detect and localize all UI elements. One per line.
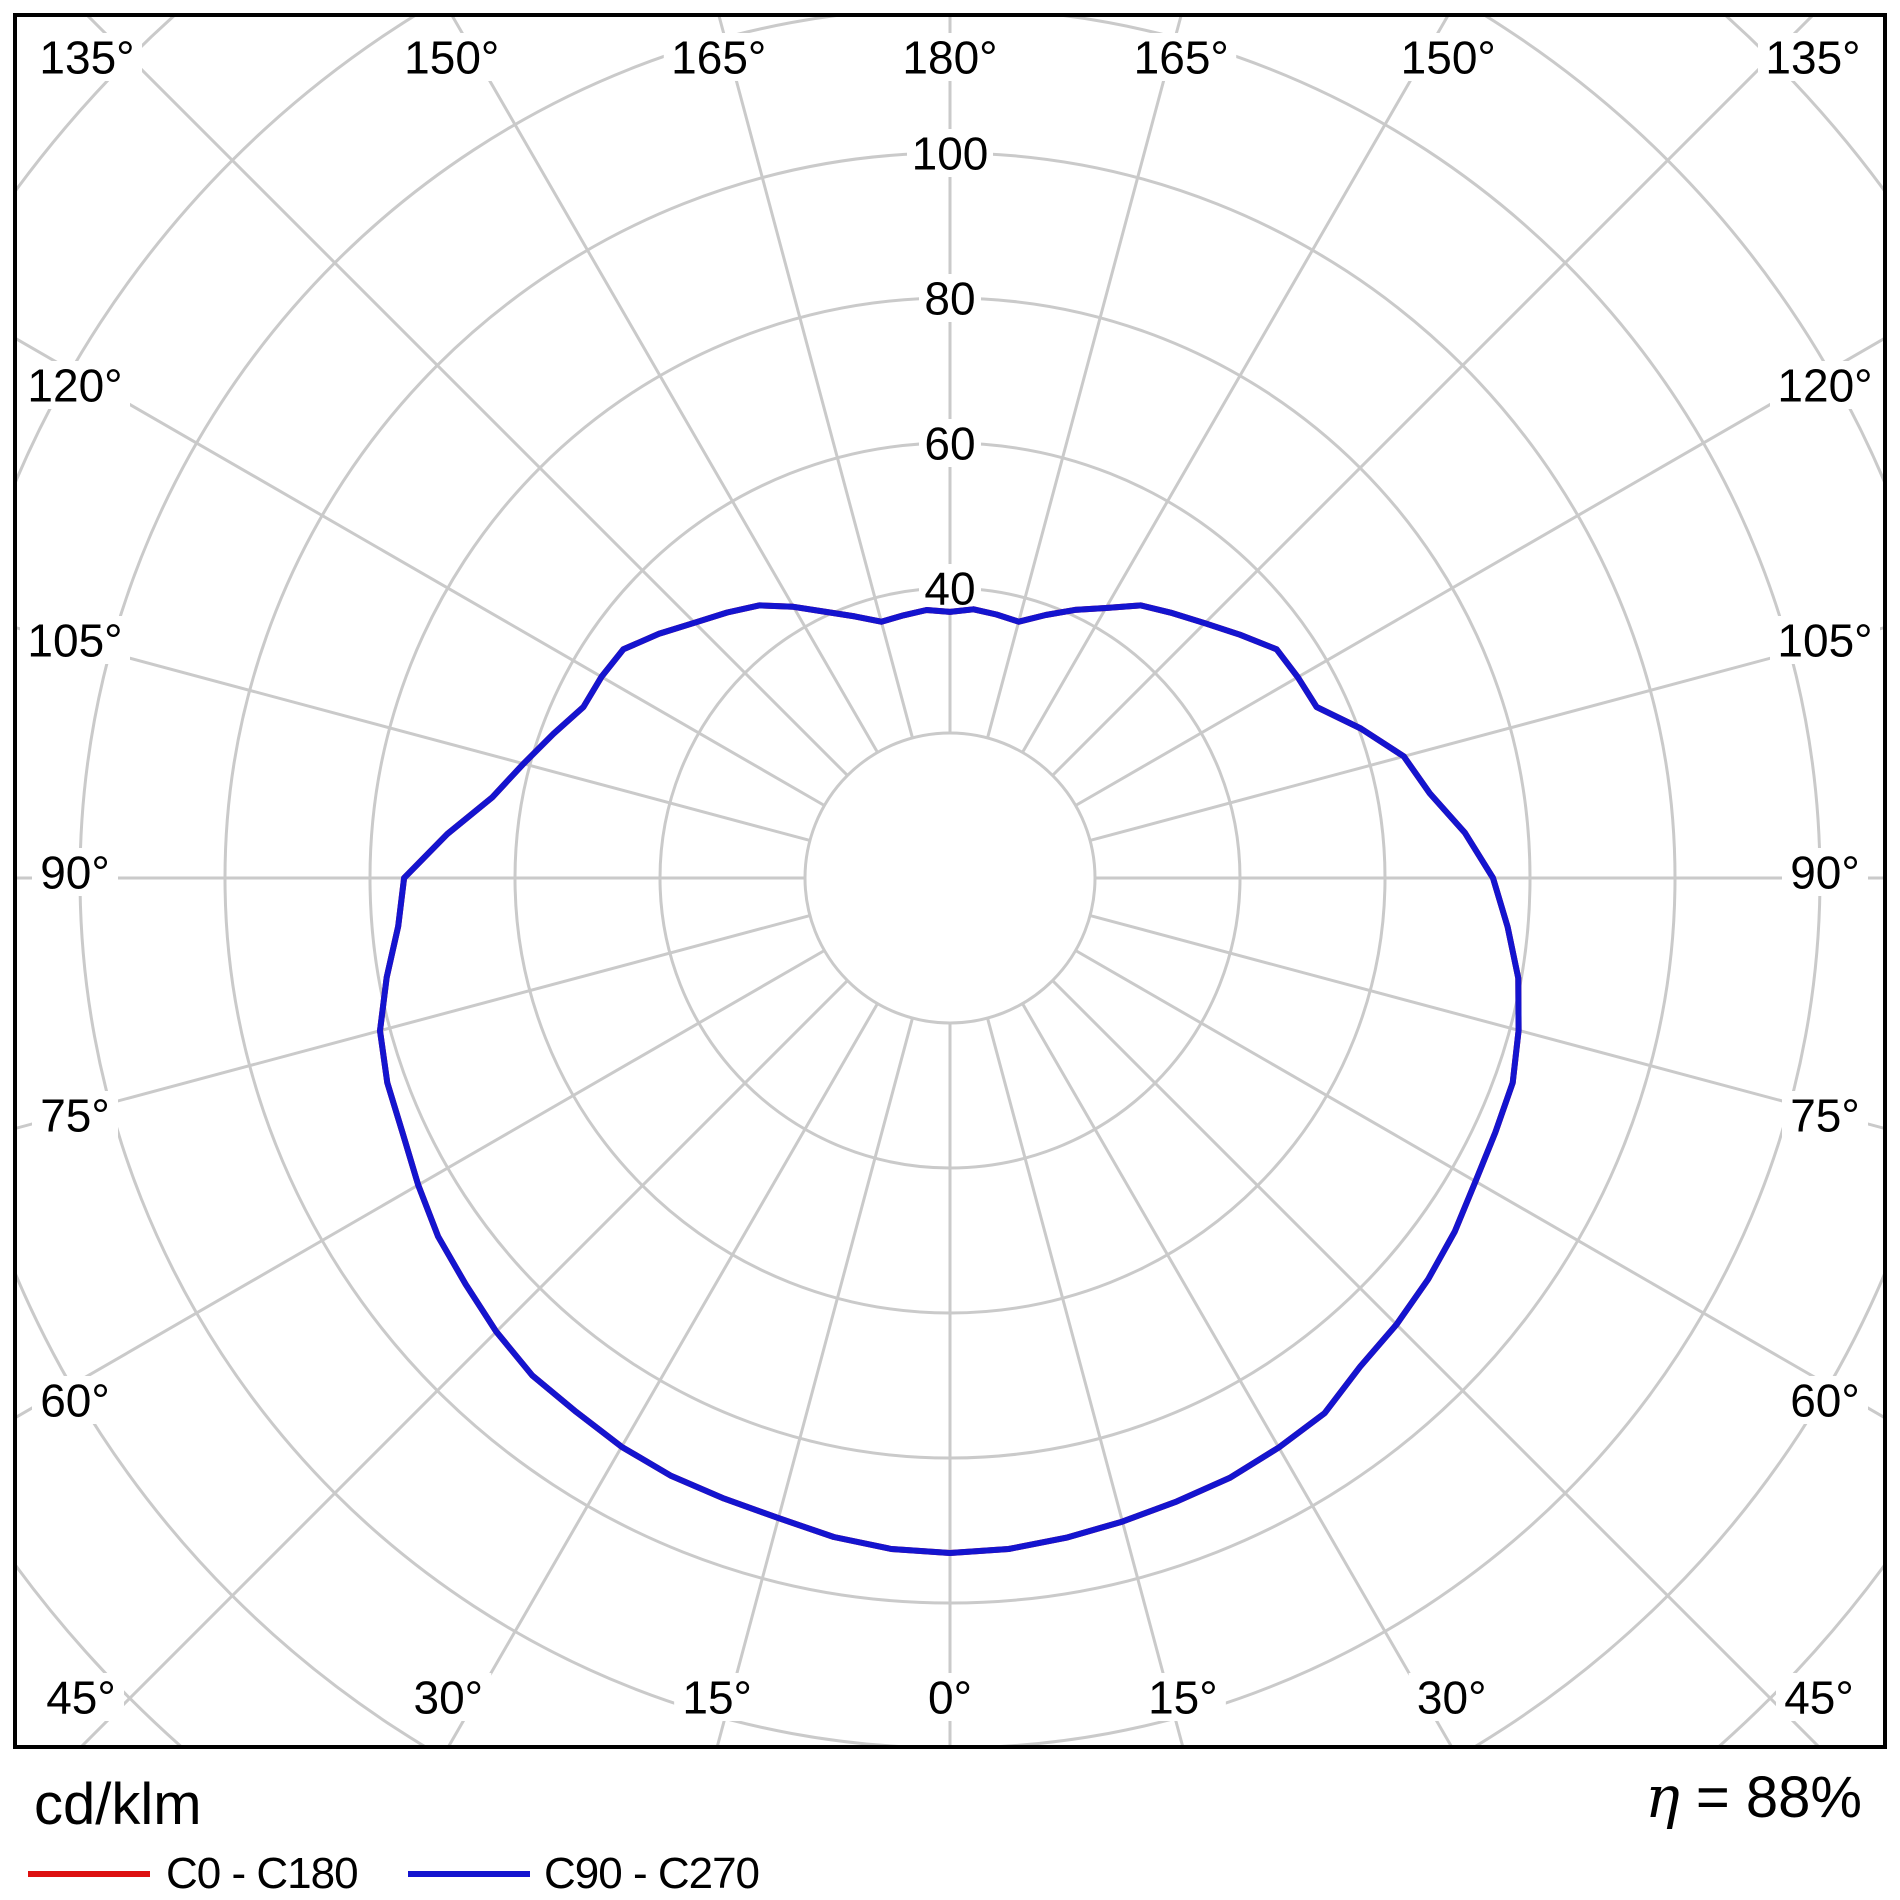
angle-label-15-left-bg	[674, 1673, 761, 1721]
angle-label-90-right: 90°	[1790, 847, 1860, 899]
efficiency-value: η = 88%	[1645, 1768, 1862, 1827]
grid-spoke-300	[16, 949, 826, 1419]
ring-label-60-bg	[919, 419, 981, 467]
grid-spoke-345	[716, 1017, 914, 1746]
grid-spoke-60	[1074, 949, 1884, 1419]
grid-spoke-45	[1051, 979, 1820, 1746]
angle-label-45-right: 45°	[1784, 1672, 1854, 1724]
grid-spoke-255	[16, 626, 811, 842]
angle-label-30-right: 30°	[1417, 1672, 1487, 1724]
angle-label-75-right-bg	[1782, 1091, 1868, 1139]
axis-labels: 40 60 80 100 0° 180° 15° 15° 30° 30° 45° 45° 165° 165…	[20, 32, 1880, 1724]
angle-label-60-right-bg	[1782, 1376, 1868, 1424]
angle-label-105-left: 105°	[27, 615, 122, 667]
angle-label-180-bg	[895, 33, 1005, 81]
grid-spoke-30	[1021, 1002, 1453, 1746]
legend-label-c0-c180: C0 - C180	[166, 1849, 359, 1898]
angle-label-120-left: 120°	[27, 360, 122, 412]
angle-label-120-right: 120°	[1777, 360, 1872, 412]
angle-label-60-right: 60°	[1790, 1375, 1860, 1427]
grid-spoke-105	[1089, 626, 1884, 842]
angle-label-135-left-bg	[32, 33, 142, 81]
ring-label-80: 80	[924, 273, 975, 325]
angle-label-105-left-bg	[20, 616, 130, 664]
angle-label-135-left: 135°	[39, 32, 134, 84]
eta-symbol: η	[1645, 1763, 1680, 1831]
ring-label-100: 100	[912, 128, 989, 180]
curve-c90-c270	[377, 602, 1522, 1556]
grid-spoke-165	[986, 16, 1183, 739]
ring-label-40: 40	[924, 563, 975, 615]
legend-line-c90-c270	[408, 1871, 530, 1877]
grid-spoke-285	[16, 914, 811, 1130]
angle-label-75-left: 75°	[40, 1090, 110, 1142]
angle-label-165-right-bg	[1126, 33, 1237, 81]
angle-label-120-left-bg	[20, 361, 130, 409]
angle-label-45-left: 45°	[46, 1672, 116, 1724]
angle-label-15-right-bg	[1139, 1673, 1226, 1721]
angle-label-90-left: 90°	[40, 847, 110, 899]
angle-label-165-left-bg	[663, 33, 774, 81]
ring-label-100-bg	[907, 129, 993, 177]
angle-label-180: 180°	[902, 32, 997, 84]
angle-label-75-left-bg	[32, 1091, 118, 1139]
plot-border	[13, 13, 1887, 1749]
angle-label-135-right: 135°	[1765, 32, 1860, 84]
grid-spoke-315	[80, 979, 849, 1746]
grid-spoke-240	[16, 337, 826, 807]
angle-label-150-left-bg	[396, 33, 507, 81]
angle-label-150-left: 150°	[404, 32, 499, 84]
angle-label-165-right: 165°	[1134, 32, 1229, 84]
grid-spoke-75	[1089, 914, 1884, 1130]
ring-label-60: 60	[924, 418, 975, 470]
angle-label-30-left-bg	[405, 1673, 492, 1721]
efficiency-text: = 88%	[1679, 1765, 1862, 1830]
angle-label-45-left-bg	[38, 1673, 124, 1721]
legend-label-c90-c270: C90 - C270	[544, 1849, 760, 1898]
angle-label-105-right-bg	[1770, 616, 1880, 664]
grid-spoke-210	[450, 16, 879, 754]
angle-label-105-right: 105°	[1777, 615, 1872, 667]
angle-label-165-left: 165°	[671, 32, 766, 84]
grid-spoke-120	[1074, 337, 1884, 807]
legend-line-c0-c180	[28, 1871, 150, 1877]
angle-label-60-left-bg	[32, 1376, 118, 1424]
angle-label-15-right: 15°	[1148, 1672, 1218, 1724]
angle-label-150-right: 150°	[1401, 32, 1496, 84]
angle-label-150-right-bg	[1393, 33, 1504, 81]
grid-spoke-15	[986, 1017, 1184, 1746]
unit-label: cd/klm	[34, 1772, 202, 1837]
grid-ring-20	[803, 731, 1097, 1025]
angle-label-90-right-bg	[1782, 848, 1868, 896]
ring-label-80-bg	[919, 274, 981, 322]
angle-label-30-left: 30°	[414, 1672, 484, 1724]
ring-label-40-bg	[919, 564, 981, 612]
grid-spoke-330	[447, 1002, 879, 1746]
angle-label-0: 0°	[928, 1672, 972, 1724]
grid-spoke-150	[1021, 16, 1450, 754]
angle-label-75-right: 75°	[1790, 1090, 1860, 1142]
angle-label-15-left: 15°	[682, 1672, 752, 1724]
angle-label-60-left: 60°	[40, 1375, 110, 1427]
angle-label-90-left-bg	[32, 848, 118, 896]
angle-label-135-right-bg	[1758, 33, 1868, 81]
angle-label-120-right-bg	[1770, 361, 1880, 409]
grid-spoke-225	[86, 16, 849, 777]
angle-label-45-right-bg	[1776, 1673, 1862, 1721]
grid-spoke-195	[717, 16, 914, 739]
angle-label-0-bg	[919, 1673, 981, 1721]
grid-spoke-135	[1051, 16, 1814, 777]
angle-label-30-right-bg	[1408, 1673, 1495, 1721]
